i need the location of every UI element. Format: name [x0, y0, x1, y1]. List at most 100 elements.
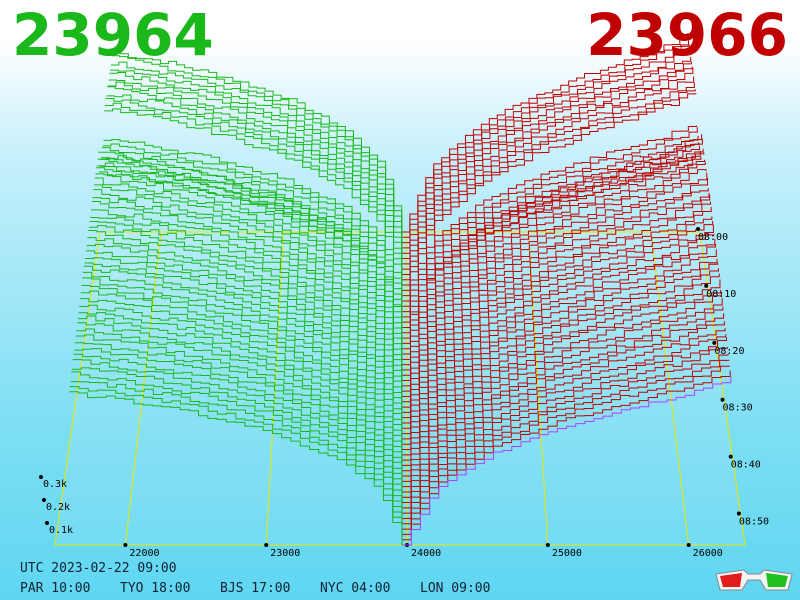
x-tick-label: 24000 [411, 548, 441, 559]
ask-depth-line [402, 365, 730, 535]
volume-tick-label: 0.2k [46, 502, 70, 513]
time-tick-marker [736, 511, 741, 516]
floor-shade [55, 232, 745, 545]
city-time-tyo: TYO 18:00 [120, 581, 191, 596]
ask-depth-line [402, 89, 696, 286]
time-tick-marker [704, 283, 709, 288]
ask-price: 23966 [586, 1, 788, 69]
ask-depth-line [402, 93, 697, 291]
ask-depth-line [402, 201, 711, 397]
ask-depth-line [402, 243, 717, 435]
x-tick-label: 23000 [270, 548, 300, 559]
ask-depth-line [402, 216, 713, 408]
ask-depth-line [402, 224, 714, 419]
ask-depth-line [402, 150, 701, 323]
tick-marker [264, 543, 269, 547]
ask-depth-line [401, 67, 694, 270]
time-tick-marker [696, 227, 700, 231]
ask-depth-line [402, 134, 703, 334]
ask-depth-line [402, 172, 708, 371]
city-time-par: PAR 10:00 [20, 581, 91, 596]
volume-tick-label: 0.1k [49, 525, 73, 536]
ask-depth-line [402, 359, 730, 530]
time-tick-label: 08:00 [698, 232, 728, 243]
ask-depth-line [402, 127, 698, 302]
grid-line-x [124, 231, 162, 546]
x-tick-label: 22000 [129, 548, 159, 559]
time-tick-label: 08:50 [739, 517, 769, 528]
ask-depth-line [401, 33, 689, 233]
city-time-nyc: NYC 04:00 [320, 581, 391, 596]
time-tick-marker [728, 454, 733, 459]
tick-marker [545, 543, 550, 547]
ask-depth-line [401, 76, 695, 275]
ask-depth-line [402, 334, 727, 509]
ask-depth-line [402, 353, 729, 525]
ask-depth-line [402, 161, 706, 360]
3d-glasses-icon[interactable] [714, 560, 794, 594]
x-tick-label: 25000 [552, 548, 582, 559]
ask-depth-line [402, 346, 728, 519]
volume-tick-marker [39, 475, 43, 479]
bid-depth-line [111, 55, 403, 238]
ask-depth-line [402, 138, 703, 339]
ask-depth-line [402, 206, 712, 403]
ask-depth-line [402, 159, 706, 355]
ask-depth-line [402, 152, 705, 350]
ask-depth-line [402, 148, 704, 344]
ask-depth-line [402, 289, 722, 472]
ask-depth-line [402, 279, 721, 466]
city-time-lon: LON 09:00 [420, 581, 491, 596]
grid-line-x [528, 231, 549, 546]
ask-depth-line [402, 262, 719, 451]
city-time-bjs: BJS 17:00 [220, 581, 291, 596]
grid-line-x [405, 231, 408, 546]
ask-depth-line [402, 169, 707, 366]
bid-depth-line [104, 108, 403, 291]
time-tick-marker [720, 397, 725, 402]
ask-depth-line [402, 249, 717, 440]
volume-tick-marker [45, 521, 49, 525]
ask-depth-line [402, 306, 724, 488]
ask-depth-line [401, 44, 690, 244]
ask-depth-line [401, 66, 693, 265]
ask-depth-line [402, 321, 725, 498]
time-tick-label: 08:20 [714, 346, 744, 357]
depth-lines [69, 33, 732, 546]
ask-depth-line [402, 234, 715, 424]
ask-depth-line [402, 273, 720, 461]
ask-depth-line [402, 370, 731, 541]
ask-depth-line [402, 292, 722, 477]
ask-depth-line [402, 145, 700, 318]
bid-depth-line [110, 61, 403, 243]
x-tick-label: 26000 [693, 548, 723, 559]
volume-tick-label: 0.3k [43, 479, 67, 490]
ask-depth-line [402, 177, 709, 376]
grid-line-x [650, 231, 690, 546]
bid-depth-line [69, 391, 403, 545]
ask-depth-line [401, 40, 689, 238]
ask-depth-line [402, 328, 726, 504]
ask-depth-line [402, 258, 718, 445]
ask-depth-line [402, 192, 710, 387]
axis-labels: 22000 23000 24000 25000 26000 0.1k 0.2k 0.3k 08:… [39, 227, 769, 559]
ask-depth-line [402, 337, 728, 514]
ask-depth-line [402, 376, 732, 546]
tick-marker [686, 543, 691, 547]
ask-depth-line [402, 297, 723, 482]
orderbook-depth-chart: 22000 23000 24000 25000 26000 0.1k 0.2k 0.3k 08:… [39, 33, 769, 559]
ask-depth-line [402, 188, 709, 382]
bid-price: 23964 [12, 1, 214, 69]
ask-depth-line [402, 82, 695, 281]
ask-depth-line [401, 47, 691, 249]
ask-depth-line [402, 125, 698, 297]
ask-depth-line [402, 142, 700, 313]
ask-depth-line [402, 313, 725, 493]
volume-tick-marker [42, 498, 46, 502]
ask-depth-line [402, 238, 716, 429]
ask-depth-line [401, 57, 692, 254]
ask-depth-line [402, 135, 699, 307]
ask-depth-line [402, 194, 711, 392]
tick-marker [123, 543, 128, 547]
utc-time: UTC 2023-02-22 09:00 [20, 561, 177, 576]
